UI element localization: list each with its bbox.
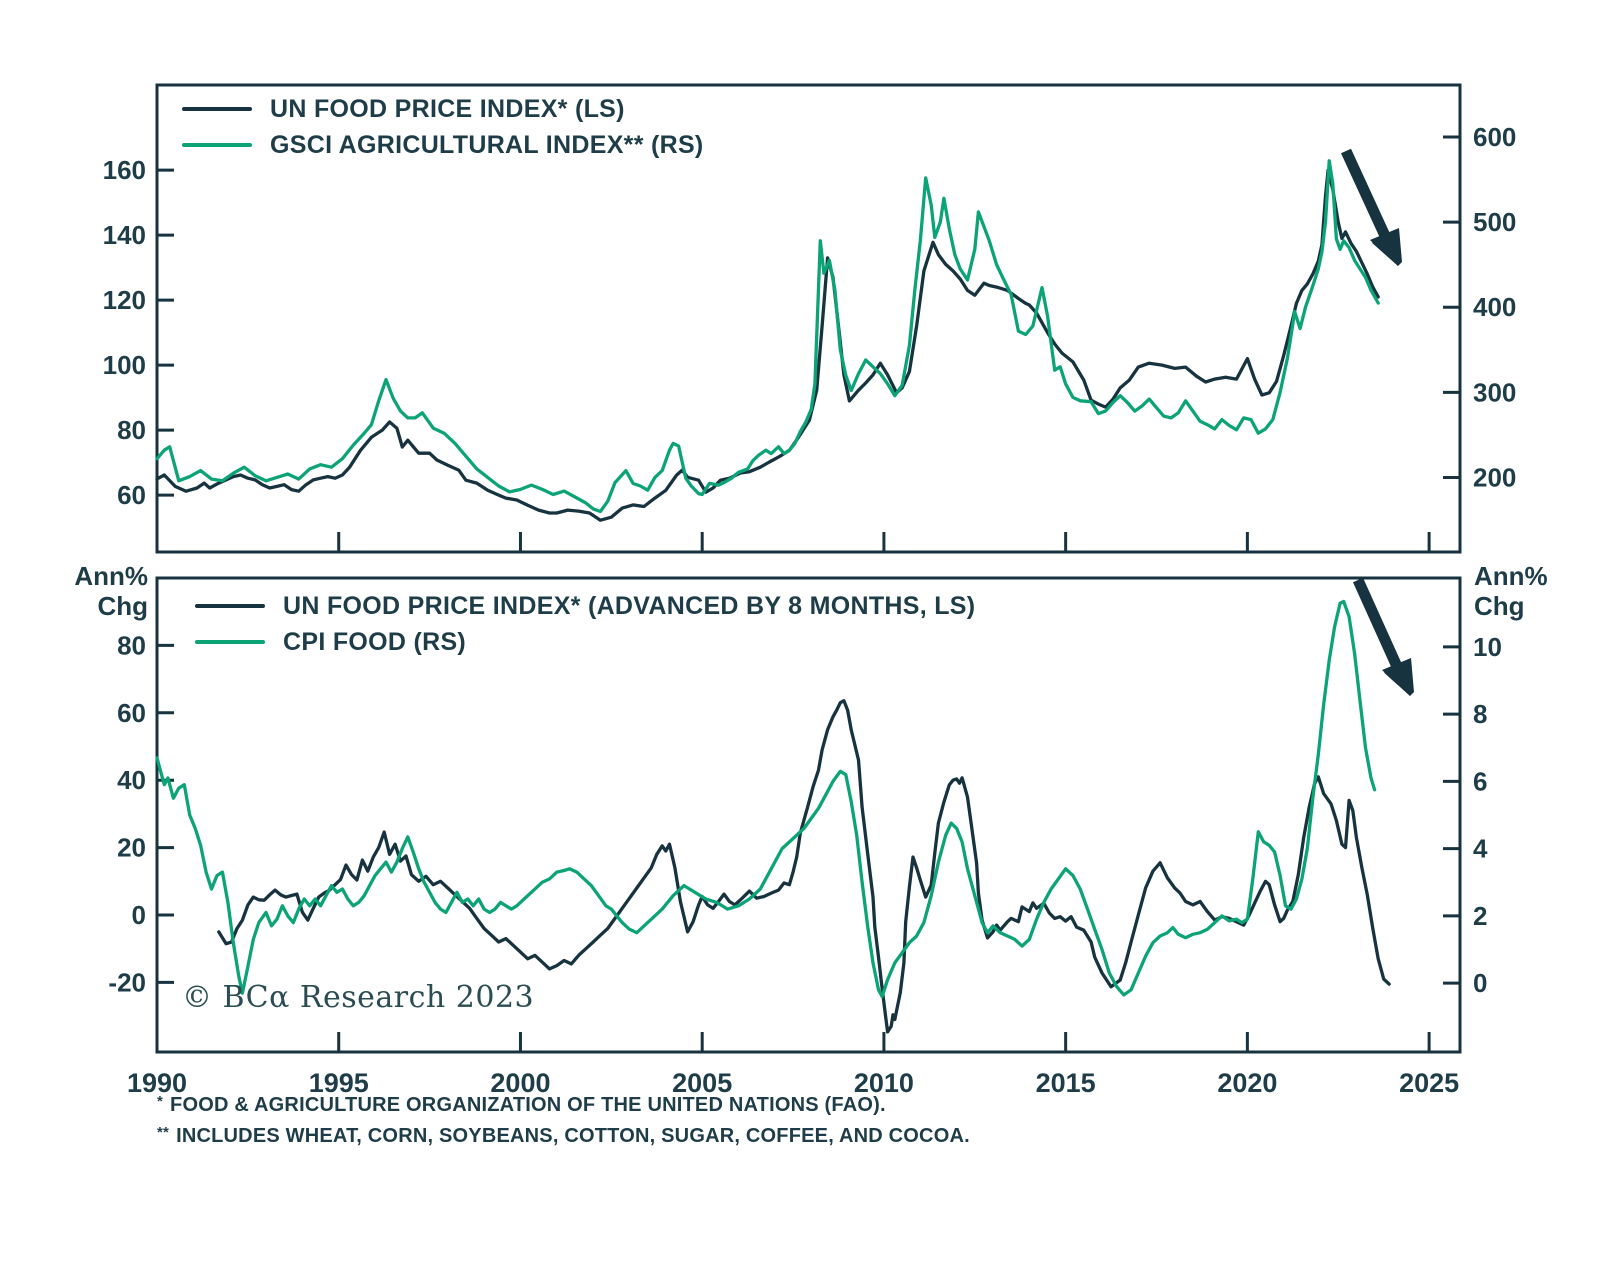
- left-axis-tick-label: 40: [117, 765, 146, 795]
- x-axis-year-label: 2025: [1399, 1068, 1459, 1098]
- x-axis-year-label: 2010: [854, 1068, 914, 1098]
- left-axis-tick-label: 160: [103, 155, 146, 185]
- x-axis-year-label: 2015: [1036, 1068, 1096, 1098]
- footnote-marker: *: [157, 1093, 164, 1110]
- legend-item-gsci-agricultural-index: GSCI AGRICULTURAL INDEX** (RS): [182, 131, 704, 159]
- left-axis-unit-line2: Chg: [97, 591, 148, 621]
- right-axis-tick-label: 2: [1473, 901, 1487, 931]
- right-axis-tick-label: 4: [1473, 834, 1488, 864]
- legend-label: CPI FOOD (RS): [283, 627, 467, 656]
- x-axis-year-label: 1990: [127, 1068, 187, 1098]
- legend-swatch-dark-line: [195, 604, 265, 608]
- left-axis-tick-label: -20: [108, 967, 146, 997]
- x-axis-year-label: 1995: [309, 1068, 369, 1098]
- right-axis-unit-line1: Ann%: [1474, 561, 1548, 591]
- right-axis-tick-label: 6: [1473, 766, 1487, 796]
- footnote-text: FOOD & AGRICULTURE ORGANIZATION OF THE U…: [170, 1094, 886, 1116]
- downtrend-arrow-top: [1341, 148, 1402, 266]
- footnotes: * FOOD & AGRICULTURE ORGANIZATION OF THE …: [157, 1093, 970, 1156]
- legend-top-panel: UN FOOD PRICE INDEX* (LS) GSCI AGRICULTU…: [182, 95, 704, 159]
- legend-item-un-food-price-index: UN FOOD PRICE INDEX* (LS): [182, 95, 704, 123]
- left-axis-unit-line1: Ann%: [74, 561, 148, 591]
- left-axis-unit-label: Ann% Chg: [20, 561, 148, 621]
- legend-item-cpi-food: CPI FOOD (RS): [195, 628, 975, 656]
- x-axis-year-label: 2020: [1217, 1068, 1277, 1098]
- footnote-fao: * FOOD & AGRICULTURE ORGANIZATION OF THE …: [157, 1093, 970, 1117]
- left-axis-tick-label: 80: [117, 415, 146, 445]
- left-axis-tick-label: 60: [117, 480, 146, 510]
- x-axis-year-label: 2000: [490, 1068, 550, 1098]
- legend-label: GSCI AGRICULTURAL INDEX** (RS): [270, 130, 704, 159]
- panel-frame-bottom: [155, 576, 1462, 1054]
- left-axis-tick-label: 120: [103, 285, 146, 315]
- right-axis-tick-label: 200: [1473, 462, 1516, 492]
- left-axis-tick-label: 20: [117, 833, 146, 863]
- series-gsci-agricultural-index-rs: [155, 159, 1380, 514]
- x-axis-year-label: 2005: [672, 1068, 732, 1098]
- legend-swatch-green-line: [195, 640, 265, 644]
- left-axis-tick-label: 100: [103, 350, 146, 380]
- legend-item-un-food-price-index-advanced: UN FOOD PRICE INDEX* (ADVANCED BY 8 MONT…: [195, 592, 975, 620]
- downtrend-arrow-bottom: [1352, 577, 1414, 696]
- legend-bottom-panel: UN FOOD PRICE INDEX* (ADVANCED BY 8 MONT…: [195, 592, 975, 656]
- legend-swatch-dark-line: [182, 107, 252, 111]
- right-axis-tick-label: 600: [1473, 122, 1516, 152]
- left-axis-tick-label: 140: [103, 220, 146, 250]
- series-cpi-food-rs: [155, 599, 1377, 999]
- legend-label: UN FOOD PRICE INDEX* (LS): [270, 94, 625, 123]
- left-axis-tick-label: 0: [132, 900, 146, 930]
- right-axis-tick-label: 500: [1473, 207, 1516, 237]
- left-axis-tick-label: 60: [117, 698, 146, 728]
- legend-label: UN FOOD PRICE INDEX* (ADVANCED BY 8 MONT…: [283, 591, 976, 620]
- footnote-marker: **: [157, 1124, 170, 1141]
- panel-frame-top: [155, 83, 1462, 554]
- series-un-food-price-index-ls: [155, 168, 1380, 522]
- right-axis-unit-line2: Chg: [1474, 591, 1525, 621]
- right-axis-tick-label: 10: [1473, 632, 1502, 662]
- series-un-food-price-index-advanced-by-8-months-ls: [217, 699, 1391, 1034]
- right-axis-tick-label: 8: [1473, 699, 1487, 729]
- left-axis-tick-label: 80: [117, 630, 146, 660]
- legend-swatch-green-line: [182, 143, 252, 147]
- right-axis-unit-label: Ann% Chg: [1474, 561, 1548, 621]
- right-axis-tick-label: 300: [1473, 377, 1516, 407]
- copyright-notice: © BCα Research 2023: [182, 980, 535, 1015]
- right-axis-tick-label: 0: [1473, 968, 1487, 998]
- footnote-text: INCLUDES WHEAT, CORN, SOYBEANS, COTTON, …: [176, 1125, 970, 1147]
- footnote-gsci-components: ** INCLUDES WHEAT, CORN, SOYBEANS, COTTON…: [157, 1124, 970, 1148]
- right-axis-tick-label: 400: [1473, 292, 1516, 322]
